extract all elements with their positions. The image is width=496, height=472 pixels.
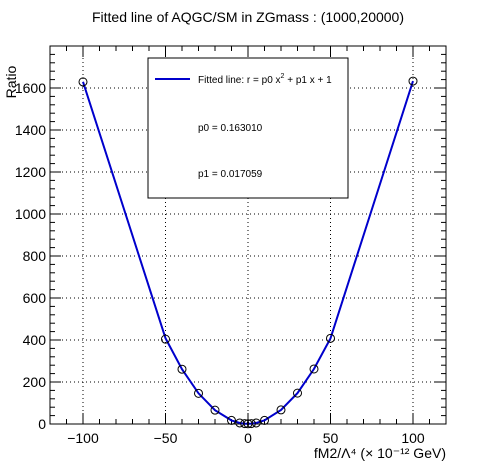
data-point-marker bbox=[293, 388, 302, 398]
x-tick-label: 100 bbox=[401, 430, 425, 446]
y-tick-label: 1000 bbox=[15, 206, 46, 222]
data-point-marker bbox=[227, 415, 236, 425]
y-tick-label: 800 bbox=[23, 248, 47, 264]
legend-fit-label: Fitted line: r = p0 x2 + p1 x + 1 bbox=[198, 73, 332, 86]
x-tick-label: −100 bbox=[67, 430, 99, 446]
data-point-marker bbox=[246, 419, 256, 429]
y-tick-label: 200 bbox=[23, 374, 47, 390]
chart-title: Fitted line of AQGC/SM in ZGmass : (1000… bbox=[92, 9, 404, 25]
data-points bbox=[78, 76, 418, 429]
data-point-marker bbox=[260, 415, 269, 425]
legend-p1-label: p1 = 0.017059 bbox=[198, 169, 263, 180]
data-point-marker bbox=[161, 334, 170, 344]
data-point-marker bbox=[177, 364, 187, 374]
data-point-marker bbox=[309, 364, 319, 374]
fit-series bbox=[82, 80, 414, 425]
x-axis-title: fM2/Λ⁴ (× 10⁻¹² GeV) bbox=[314, 445, 446, 461]
axis-tick-labels: −100 −50 0 50 100020040060080010001200140016… bbox=[15, 80, 425, 446]
data-point-marker bbox=[78, 77, 88, 87]
data-point-marker bbox=[240, 419, 250, 429]
y-tick-label: 600 bbox=[23, 290, 47, 306]
data-point-marker bbox=[276, 405, 286, 415]
data-point-marker bbox=[408, 76, 418, 86]
fit-line bbox=[82, 80, 414, 425]
x-tick-label: 50 bbox=[323, 430, 339, 446]
axis-ticks bbox=[49, 46, 447, 425]
y-tick-label: 0 bbox=[38, 416, 46, 432]
legend-box: Fitted line: r = p0 x2 + p1 x + 1 p0 = 0… bbox=[147, 57, 349, 199]
y-tick-label: 1600 bbox=[15, 80, 46, 96]
data-point-marker bbox=[326, 333, 335, 343]
y-tick-label: 400 bbox=[23, 332, 47, 348]
y-axis-title: Ratio bbox=[3, 65, 19, 98]
x-tick-label: 0 bbox=[244, 430, 252, 446]
data-point-marker bbox=[210, 405, 220, 415]
data-point-marker bbox=[251, 418, 261, 428]
legend-p0-label: p0 = 0.163010 bbox=[198, 123, 263, 134]
data-point-marker bbox=[194, 388, 203, 398]
x-tick-label: −50 bbox=[154, 430, 178, 446]
y-tick-label: 1200 bbox=[15, 164, 46, 180]
y-tick-label: 1400 bbox=[15, 122, 46, 138]
